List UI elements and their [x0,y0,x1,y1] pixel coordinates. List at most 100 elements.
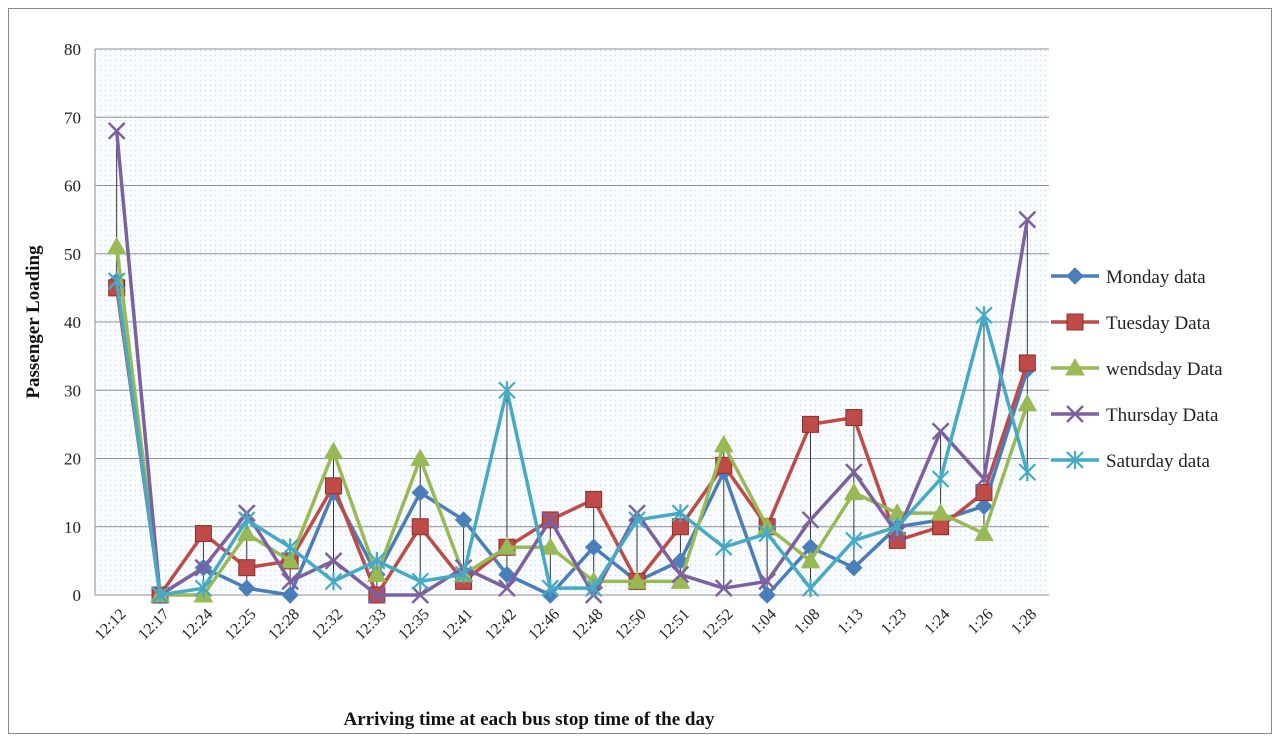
y-tick-label: 70 [64,108,81,127]
legend-item: Saturday data [1051,451,1211,472]
legend-item: Tuesday Data [1051,313,1211,334]
data-point [541,579,560,598]
x-tick-label: 1:13 [835,606,867,638]
data-point [324,551,343,570]
data-point [714,538,733,557]
data-point [323,441,344,460]
data-point [498,579,516,598]
data-point [844,482,864,501]
data-point [713,434,734,453]
x-tick-label: 12:42 [482,606,520,644]
x-tick-label: 1:26 [965,606,997,638]
x-tick-label: 12:46 [525,606,563,644]
data-point [845,531,863,550]
data-point [800,550,821,569]
x-tick-label: 12:50 [612,606,650,644]
data-point [325,477,342,495]
data-point [410,448,431,466]
data-point [151,586,169,604]
data-point [194,525,212,543]
data-point [930,503,951,521]
legend: Monday data Tuesday Data wendsday Data Thur… [1051,267,1223,472]
data-point [671,565,690,584]
data-point [238,579,256,597]
data-point [280,550,300,569]
data-point [324,572,343,591]
data-point [888,517,907,536]
legend-label: Saturday data [1106,451,1211,472]
data-point [975,306,993,325]
y-tick-label: 80 [64,40,81,59]
series-line [114,280,1029,597]
data-point [411,518,429,536]
data-point [975,497,993,515]
x-tick-label: 12:25 [222,606,260,644]
x-tick-label: 12:32 [309,606,347,644]
x-tick-label: 12:48 [569,606,607,644]
x-tick-label: 12:12 [92,606,130,644]
data-point [758,524,776,543]
data-point [758,572,777,591]
x-tick-label: 1:23 [878,606,910,638]
data-point [454,565,473,584]
data-point [1018,210,1037,229]
data-point [498,565,516,584]
data-point [671,504,690,523]
y-tick-label: 50 [64,245,81,264]
data-point [367,586,386,604]
x-tick-label: 1:08 [791,606,823,638]
data-point [281,586,299,604]
data-point [975,470,993,488]
data-point [845,558,863,577]
y-tick-label: 0 [73,586,82,605]
data-point [541,511,560,529]
data-point [1066,267,1084,285]
x-tick-label: 1:24 [921,606,953,638]
x-tick-label: 12:41 [439,606,477,644]
data-point [628,510,646,529]
data-point [540,537,561,555]
data-point [627,571,647,589]
legend-label: Monday data [1106,267,1206,288]
data-point [1065,357,1085,376]
data-point [454,511,473,529]
data-point [714,579,733,598]
legend-label: wendsday Data [1106,359,1223,380]
data-point [1017,393,1038,412]
data-point [931,422,950,441]
data-point [931,469,950,488]
data-point [801,511,820,529]
x-tick-label: 12:28 [265,606,303,644]
data-point [585,490,603,508]
data-point [975,484,993,502]
x-tick-label: 12:52 [699,606,737,644]
x-tick-label: 12:24 [178,606,216,644]
data-point [368,551,386,570]
x-tick-label: 1:04 [748,606,780,638]
data-point [281,572,300,591]
data-point [801,579,820,598]
data-point [1018,354,1036,372]
data-point [584,579,603,598]
y-tick-label: 60 [64,177,81,196]
data-point [411,586,430,604]
data-point [584,538,603,556]
y-tick-label: 30 [64,381,81,400]
data-point [106,236,127,255]
legend-item: Thursday Data [1051,405,1219,426]
data-point [1018,463,1037,482]
legend-item: wendsday Data [1051,357,1223,380]
data-point [844,463,863,482]
chart-frame: 0 10 20 30 40 50 60 70 80 12:12 12:17 12:24 12:25 12… [8,8,1272,734]
legend-label: Tuesday Data [1106,313,1211,334]
data-point [758,586,776,604]
data-point [107,272,126,291]
data-point [367,564,387,583]
series-saturday-data [107,272,1037,604]
x-tick-label: 12:33 [352,606,390,644]
y-tick-label: 40 [64,313,81,332]
y-axis-title: Passenger Loading [23,245,44,399]
x-tick-label: 12:17 [135,606,173,644]
data-point [237,510,256,529]
